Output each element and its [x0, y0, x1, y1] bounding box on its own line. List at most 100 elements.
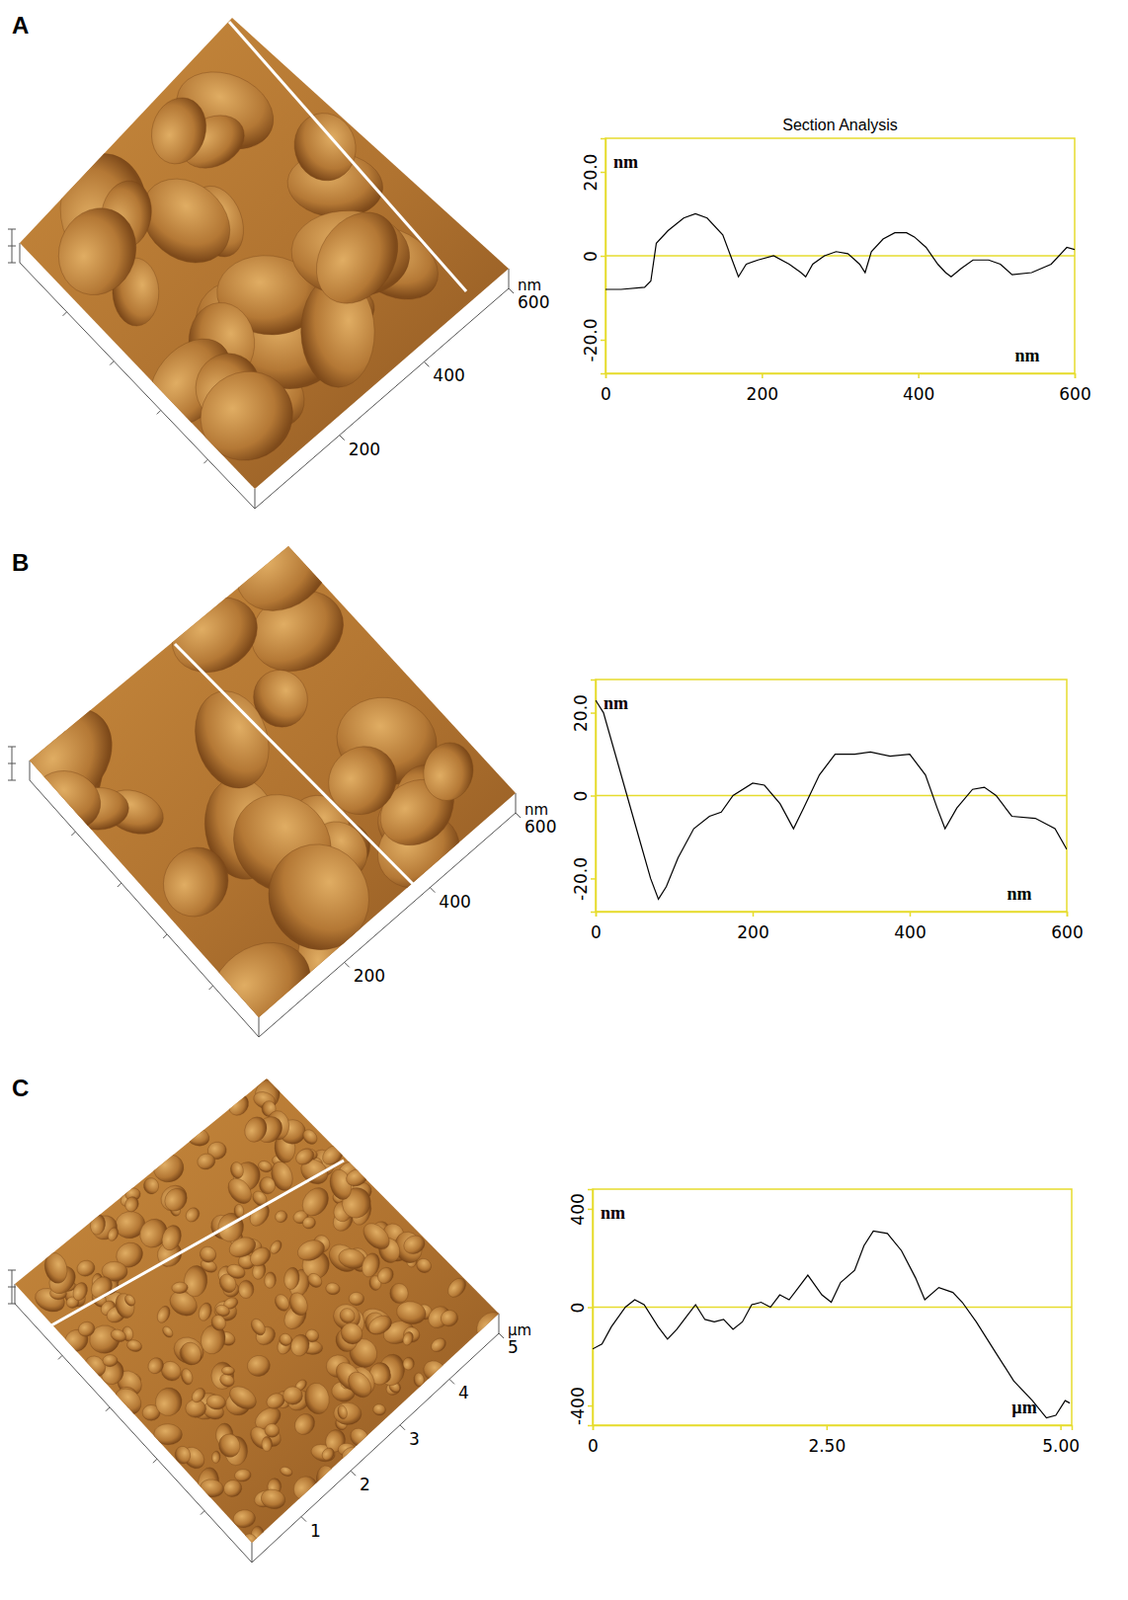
grain: [183, 682, 281, 799]
base-unit-label: nm: [517, 276, 542, 295]
grain: [153, 1423, 182, 1446]
x-axis: 02.505.00: [587, 1425, 1080, 1456]
x-tick: 600: [1050, 911, 1083, 943]
base-tick: [429, 887, 435, 893]
grain: [303, 1381, 332, 1417]
grain: [211, 1450, 221, 1464]
base-tick-label: 200: [353, 966, 386, 986]
grain: [290, 1409, 319, 1439]
grain: [160, 1184, 192, 1216]
y-tick: 0: [567, 1302, 593, 1314]
x-tick: 400: [902, 373, 935, 404]
x-axis: 0200400600: [590, 911, 1084, 943]
z-bar-tick: [7, 746, 16, 748]
y-tick: -20.0: [570, 857, 596, 901]
zero-line: [592, 1306, 1072, 1309]
grain: [184, 1125, 212, 1148]
grain: [75, 1258, 96, 1279]
grain: [159, 1222, 185, 1254]
y-tick-mark: [590, 878, 596, 881]
base-minor-tick: [162, 934, 167, 939]
grain: [282, 1266, 301, 1290]
base-edge: [254, 488, 256, 509]
z-scale-bar: [7, 746, 16, 781]
y-tick-label: 0: [570, 791, 591, 803]
y-tick-label: -20.0: [570, 857, 591, 901]
y-unit-label: nm: [603, 693, 629, 714]
base-tick-label: 400: [432, 365, 465, 386]
surface: [14, 1078, 499, 1543]
grain: [332, 1402, 362, 1427]
grain: [305, 1271, 325, 1291]
section-chart: 0200400600-20.0020.0nmnm: [570, 679, 1084, 943]
grain: [300, 1127, 321, 1147]
z-bar-tick: [7, 763, 16, 765]
x-tick-mark: [752, 911, 755, 917]
grain: [286, 105, 364, 188]
grain: [340, 1446, 365, 1467]
grain: [343, 1166, 370, 1190]
plot-frame: [605, 138, 1075, 374]
grain: [417, 737, 479, 806]
grains: [31, 1077, 512, 1551]
y-tick-label: 20.0: [570, 694, 591, 732]
grain: [156, 1180, 193, 1216]
x-tick-mark: [826, 1425, 829, 1431]
base-tick-label: 2: [359, 1474, 371, 1495]
y-tick: 400: [567, 1193, 593, 1225]
grain: [278, 1464, 294, 1478]
grain: [232, 1509, 256, 1530]
grain: [142, 1176, 161, 1196]
base-edge: [258, 1017, 260, 1038]
grain: [374, 1264, 397, 1288]
grain: [196, 1300, 215, 1323]
grain: [216, 1431, 243, 1459]
grain: [144, 90, 215, 170]
grain: [182, 1205, 202, 1225]
base-edge: [498, 1313, 500, 1334]
grain: [105, 1225, 120, 1243]
z-bar-tick: [7, 1303, 16, 1305]
afm-image: 200400600nm: [0, 502, 557, 1055]
grain: [88, 1212, 107, 1236]
grain: [301, 1215, 317, 1230]
grain: [258, 1487, 287, 1512]
base-tick: [400, 1425, 405, 1431]
profile-line: [592, 1230, 1070, 1418]
grain: [209, 1312, 229, 1333]
grain: [153, 837, 240, 927]
y-axis-line: [600, 139, 607, 375]
grain: [272, 1208, 290, 1225]
z-bar-tick: [7, 780, 16, 782]
grain: [320, 1446, 337, 1463]
base-tick-label: 600: [517, 292, 550, 313]
z-scale-bar: [7, 229, 16, 263]
y-axis-line: [587, 1190, 594, 1427]
grain: [348, 1291, 365, 1306]
grain: [241, 1530, 261, 1551]
grain: [179, 1367, 195, 1386]
x-tick-label: 600: [1050, 922, 1083, 943]
grain: [224, 1090, 252, 1120]
zero-line: [605, 254, 1075, 257]
y-tick-mark: [600, 171, 606, 174]
y-tick: 20.0: [570, 694, 596, 732]
y-tick-mark: [587, 1208, 593, 1211]
x-axis: 0200400600: [600, 373, 1092, 404]
y-tick-mark: [587, 1405, 593, 1408]
base-minor-tick: [153, 1458, 158, 1463]
panel-letter: B: [11, 549, 29, 576]
grain: [185, 355, 309, 477]
section-chart: 02.505.00-4000400nmµm: [567, 1189, 1080, 1456]
plot-area: [605, 214, 1075, 291]
base-minor-tick: [117, 883, 122, 887]
grain: [324, 1282, 341, 1296]
grain: [239, 1280, 254, 1298]
grain: [225, 1262, 247, 1282]
grain: [222, 1477, 244, 1499]
y-tick-mark: [600, 339, 606, 342]
grain: [286, 1289, 312, 1318]
plot-area: [592, 1230, 1070, 1418]
grain: [263, 1271, 277, 1289]
grain: [319, 1141, 347, 1170]
